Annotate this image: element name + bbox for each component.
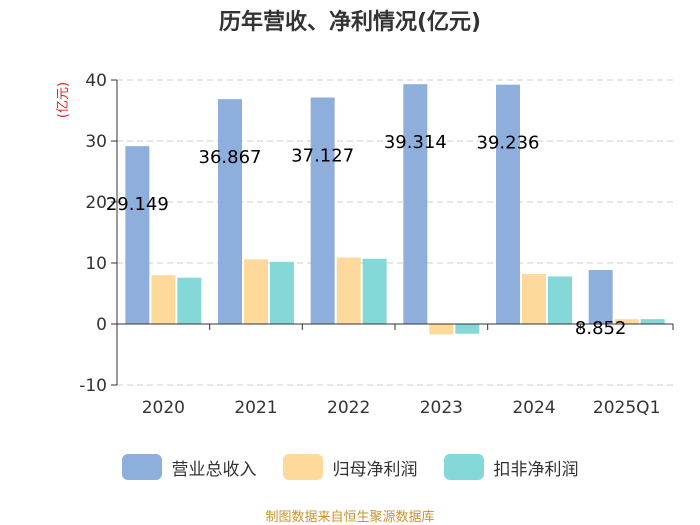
bar-3-2020 (177, 277, 202, 324)
bar-3-2023 (455, 324, 480, 334)
y-tick-label: -10 (79, 376, 107, 396)
y-tick-label: 40 (85, 71, 107, 91)
bar-3-2022 (362, 258, 387, 324)
bar-2-2021 (244, 259, 268, 324)
data-label: 8.852 (575, 318, 627, 339)
x-tick-label: 2023 (420, 398, 463, 418)
y-tick-label: 30 (85, 132, 107, 152)
chart-title: 历年营收、净利情况(亿元) (218, 10, 482, 35)
bar-1-2024 (496, 84, 520, 324)
bars (125, 84, 665, 335)
y-axis: -10 0 10 20 30 40 (79, 71, 118, 396)
bar-2-2020 (151, 275, 176, 324)
y-tick-label: 20 (85, 193, 107, 213)
bar-1-2023 (403, 84, 428, 324)
bar-3-2024 (548, 276, 572, 324)
x-tick-label: 2022 (327, 398, 370, 418)
y-tick-label: 0 (96, 315, 107, 335)
legend-label: 营业总收入 (171, 459, 257, 480)
x-axis: 2020 2021 2022 2023 2024 2025Q1 (116, 323, 674, 418)
x-tick-label: 2024 (512, 398, 555, 418)
bar-2-2022 (336, 257, 361, 324)
bar-1-2025Q1 (588, 270, 613, 324)
bar-1-2020 (125, 146, 150, 324)
data-label: 39.314 (384, 132, 447, 153)
data-label: 29.149 (106, 194, 169, 215)
data-label: 37.127 (291, 146, 354, 167)
source-note: 制图数据来自恒生聚源数据库 (265, 510, 435, 525)
bar-3-2025Q1 (640, 319, 665, 324)
legend-item-2[interactable]: 归母净利润 (282, 454, 418, 480)
y-tick-label: 10 (85, 254, 107, 274)
legend-item-1[interactable]: 营业总收入 (121, 454, 257, 480)
grid-lines (117, 79, 673, 386)
legend-item-3[interactable]: 扣非净利润 (443, 454, 579, 480)
bar-2-2023 (429, 324, 454, 335)
data-label: 39.236 (477, 133, 540, 154)
legend-label: 扣非净利润 (493, 459, 579, 480)
legend-swatch (121, 454, 162, 480)
x-tick-label: 2020 (142, 398, 185, 418)
bar-1-2021 (218, 99, 242, 324)
y-axis-label: (亿元) (56, 82, 71, 118)
data-label: 36.867 (199, 147, 262, 168)
data-labels: 29.149 36.867 37.127 39.314 39.236 8.852 (106, 132, 627, 339)
bar-1-2022 (310, 97, 335, 324)
bar-3-2021 (270, 261, 294, 324)
bar-2-2024 (522, 273, 546, 324)
x-tick-label: 2021 (234, 398, 277, 418)
legend-swatch (443, 454, 484, 480)
legend-swatch (282, 454, 323, 480)
x-tick-label: 2025Q1 (593, 398, 660, 418)
bar-2-2025Q1 (614, 319, 639, 324)
legend-label: 归母净利润 (332, 459, 418, 480)
legend: 营业总收入 归母净利润 扣非净利润 (0, 452, 700, 482)
